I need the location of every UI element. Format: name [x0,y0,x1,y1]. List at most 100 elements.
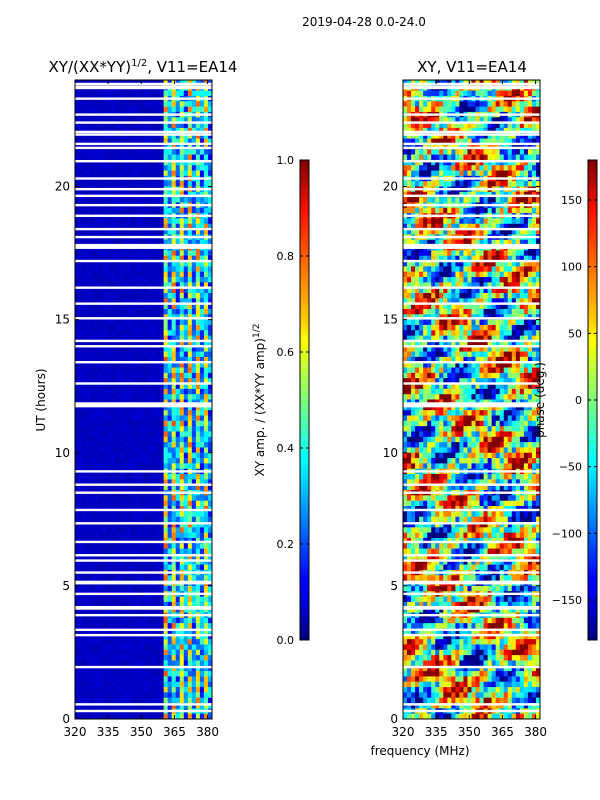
amp-cell [207,170,213,177]
phase-cell [427,372,432,379]
phase-cell [419,356,424,363]
amp-cell [127,122,132,129]
amp-cell [119,117,124,124]
amp-cell [87,170,92,177]
amp-cell [107,415,112,422]
amp-cell [207,367,213,374]
amp-cell [79,181,84,187]
amp-cell [163,474,169,480]
amp-cell [119,655,124,661]
amp-cell [115,458,120,464]
amp-cell [187,713,193,720]
amp-cell [95,218,100,225]
amp-cell [107,404,112,411]
amp-cell [115,298,120,305]
amp-cell [171,271,177,278]
phase-cell [411,101,416,108]
amp-cell [75,665,80,672]
amp-cell [207,277,213,283]
amp-cell [191,479,197,486]
amp-cell [151,713,156,720]
amp-cell [191,165,197,171]
amp-cell [87,362,92,368]
amp-cell [183,442,189,448]
panel-amplitude: XY/(XX*YY)1/2, V11=EA14 320 335 350 365 380 … [34,58,237,739]
amp-cell [119,223,124,230]
amp-cell [179,218,185,225]
amp-cell [199,378,205,384]
amp-cell [131,378,136,384]
amp-cell [123,596,128,603]
amp-cell [171,617,177,624]
amp-cell [103,324,108,331]
amp-cell [155,330,161,336]
amp-cell [171,649,177,656]
phase-cell [415,181,420,187]
amp-cell [83,101,88,108]
phase-cell [411,261,416,267]
amp-cell [103,660,108,667]
amp-cell [131,346,136,352]
amp-cell [199,516,205,523]
amp-cell [123,266,128,273]
phase-cell [415,452,420,459]
amp-cell [155,293,161,299]
amp-cell [95,362,100,368]
amp-cell [207,649,213,656]
amp-cell [171,303,177,310]
amp-cell [111,649,116,656]
amp-cell [119,261,124,267]
amp-cell [91,484,96,491]
amp-cell [87,687,92,693]
amp-cell [143,330,148,336]
amp-cell [123,665,128,672]
phase-cell [407,261,412,267]
amp-cell [135,239,140,246]
amp-cell [203,324,209,331]
amp-cell [107,170,112,177]
amp-cell [79,681,84,688]
phase-cell [419,521,424,528]
amp-cell [83,458,88,464]
amp-cell [195,623,201,629]
amp-cell [159,101,165,108]
amp-cell [79,197,84,203]
amp-cell [131,383,136,390]
amp-cell [191,340,197,347]
phase-cell [403,378,408,384]
amp-cell [99,207,104,214]
amp-cell [179,452,185,459]
phase-cell [415,410,420,416]
amp-cell [159,676,165,683]
amp-cell [187,543,193,550]
phase-cell [423,293,428,299]
amp-cell [115,362,120,368]
amp-cell [107,639,112,645]
amp-cell [103,564,108,571]
phase-cell [403,101,408,108]
phase-cell [411,266,416,273]
amp-cell [123,484,128,491]
amp-cell [75,165,80,171]
amp-cell [115,330,120,336]
amp-cell [187,229,193,235]
amp-cell [79,575,84,581]
amp-cell [123,154,128,161]
amp-cell [83,495,88,502]
phase-cell [415,149,420,155]
amp-cell [131,644,136,651]
amp-cell [183,474,189,480]
amp-cell [159,601,165,608]
amp-cell [75,479,80,486]
amp-cell [107,596,112,603]
amp-cell [87,553,92,560]
amp-cell [187,308,193,315]
phase-cell [403,170,408,177]
phase-cell [411,639,416,645]
amp-cell [143,623,148,629]
amp-cell [139,303,144,310]
amp-cell [183,170,189,177]
amp-cell [183,607,189,613]
phase-cell [411,367,416,374]
amp-cell [131,362,136,368]
